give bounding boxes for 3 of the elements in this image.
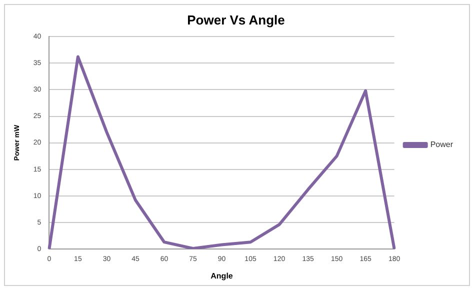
legend-label: Power xyxy=(430,140,454,150)
x-axis-title: Angle xyxy=(210,271,234,280)
chart-title: Power Vs Angle xyxy=(187,12,285,28)
